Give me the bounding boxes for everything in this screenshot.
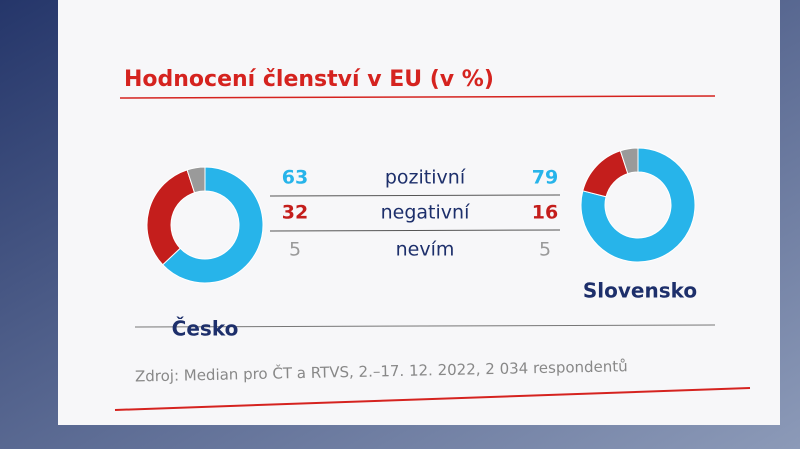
legend-label: Česko bbox=[172, 317, 239, 341]
value-label: 5 bbox=[289, 239, 301, 261]
value-label: 16 bbox=[532, 202, 558, 224]
legend-label: Slovensko bbox=[583, 279, 697, 303]
donut-segment bbox=[162, 166, 264, 284]
chart-title: Hodnocení členství v EU (v %) bbox=[124, 67, 494, 92]
donut-segment bbox=[186, 166, 206, 194]
category-label: pozitivní bbox=[385, 167, 466, 189]
category-label: negativní bbox=[381, 202, 470, 224]
value-label: 63 bbox=[282, 167, 308, 189]
value-label: 79 bbox=[532, 167, 558, 189]
title-rule bbox=[119, 95, 716, 99]
donut-segment bbox=[580, 147, 696, 263]
value-label: 5 bbox=[539, 239, 551, 261]
value-label: 32 bbox=[282, 202, 308, 224]
category-label: nevím bbox=[396, 239, 455, 261]
footer-rule bbox=[134, 324, 716, 328]
row-separator bbox=[269, 194, 561, 197]
plot: pozitivní negativní nevím 63 32 5 Česko 79 16 5 Sl… bbox=[146, 147, 697, 341]
donut-segment bbox=[619, 147, 639, 175]
bottom-rule bbox=[114, 387, 751, 411]
panel bbox=[58, 0, 780, 425]
row-separator bbox=[269, 229, 561, 232]
